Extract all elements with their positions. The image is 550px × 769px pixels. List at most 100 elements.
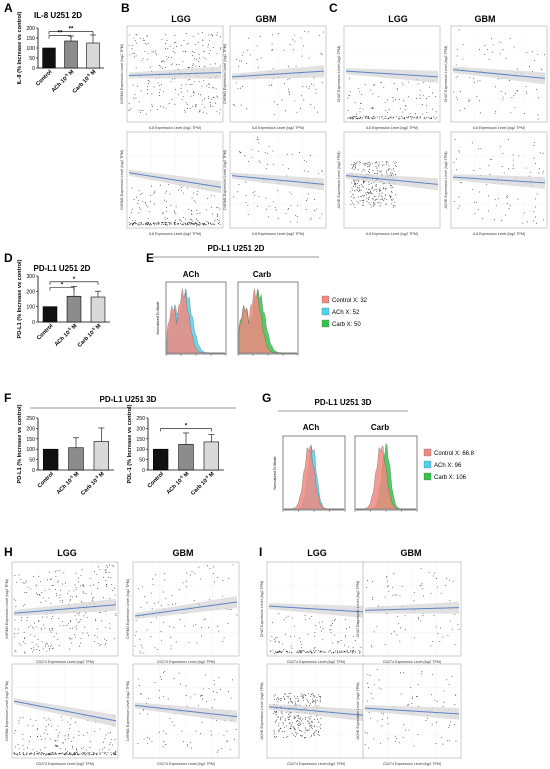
- scatter-point: [300, 695, 302, 697]
- regression-line: [231, 175, 325, 185]
- y-axis-label: PDL-1 (% Increase vs control): [127, 404, 133, 483]
- scatter-point: [104, 569, 106, 571]
- scatter-point: [415, 113, 416, 115]
- y-axis-label: PD-L1 (% Increase vs control): [17, 259, 23, 338]
- scatter-point: [394, 174, 396, 176]
- scatter-plot: IL8 Expression Level (log2 TPM)ACHE Expr…: [337, 131, 441, 236]
- scatter-point: [374, 117, 376, 119]
- scatter-point: [171, 721, 173, 723]
- scatter-point: [209, 102, 211, 103]
- scatter-point: [92, 753, 94, 755]
- scatter-point: [279, 729, 281, 731]
- scatter-point: [492, 44, 494, 46]
- y-tick-label: 100: [136, 447, 145, 453]
- scatter-point: [346, 628, 347, 630]
- scatter-point: [181, 189, 183, 191]
- scatter-point: [195, 623, 197, 625]
- y-axis-label: CHAT Expression Level (log2 TPM): [444, 46, 448, 103]
- scatter-point: [162, 224, 164, 225]
- scatter-point: [59, 570, 61, 572]
- scatter-plot: CD274 Expression Level (log2 TPM)CHAT Ex…: [260, 561, 366, 664]
- scatter-point: [312, 701, 314, 702]
- scatter-point: [150, 222, 151, 224]
- scatter-point: [391, 174, 392, 176]
- bar: [64, 40, 78, 69]
- scatter-point: [406, 116, 407, 118]
- scatter-point: [193, 222, 195, 224]
- scatter-point: [111, 565, 113, 567]
- scatter-point: [111, 754, 112, 755]
- scatter-point: [282, 164, 284, 166]
- scatter-point: [391, 203, 393, 205]
- scatter-point: [114, 754, 116, 756]
- scatter-point: [401, 111, 403, 113]
- scatter-point: [283, 696, 285, 698]
- scatter-point: [511, 96, 513, 98]
- scatter-point: [52, 647, 54, 649]
- scatter-point: [23, 749, 25, 751]
- scatter-point: [64, 752, 66, 754]
- scatter-point: [14, 650, 16, 652]
- scatter-point: [298, 700, 299, 702]
- scatter-point: [105, 584, 107, 585]
- scatter-point: [385, 115, 387, 117]
- scatter-point: [479, 48, 481, 50]
- scatter-point: [45, 729, 47, 731]
- scatter-point: [62, 599, 64, 601]
- scatter-point: [17, 744, 19, 746]
- scatter-point: [291, 723, 293, 725]
- scatter-point: [90, 754, 92, 755]
- scatter-point: [292, 39, 294, 41]
- scatter-point: [108, 564, 110, 566]
- scatter-point: [371, 163, 373, 165]
- scatter-point: [37, 638, 39, 640]
- scatter-point: [382, 713, 384, 715]
- scatter-point: [379, 190, 381, 192]
- scatter-point: [71, 596, 73, 598]
- scatter-point: [366, 163, 368, 165]
- scatter-point: [361, 170, 363, 172]
- scatter-point: [355, 163, 357, 165]
- scatter-point: [383, 200, 385, 202]
- scatter-point: [375, 166, 377, 167]
- scatter-point: [362, 202, 364, 204]
- scatter-point: [139, 651, 141, 652]
- scatter-point: [208, 44, 209, 46]
- scatter-point: [46, 753, 48, 755]
- scatter-point: [146, 44, 148, 46]
- scatter-point: [67, 735, 69, 737]
- scatter-point: [212, 223, 213, 225]
- scatter-point: [187, 67, 189, 68]
- scatter-point: [35, 584, 37, 586]
- scatter-point: [387, 723, 389, 725]
- scatter-point: [164, 216, 166, 218]
- scatter-point: [318, 731, 319, 733]
- scatter-point: [454, 644, 456, 646]
- scatter-point: [247, 204, 249, 206]
- panel-i-gbm-header: GBM: [401, 548, 422, 558]
- scatter-point: [223, 637, 225, 639]
- scatter-point: [208, 627, 210, 629]
- scatter-point: [29, 753, 30, 755]
- legend-label: Carb X: 50: [332, 322, 361, 328]
- scatter-point: [338, 651, 340, 653]
- scatter-point: [68, 753, 70, 755]
- scatter-point: [204, 223, 206, 225]
- scatter-point: [50, 738, 51, 740]
- scatter-point: [51, 644, 53, 646]
- scatter-point: [167, 48, 169, 50]
- scatter-point: [109, 571, 111, 573]
- scatter-point: [373, 738, 375, 740]
- scatter-point: [190, 222, 192, 224]
- scatter-point: [321, 82, 323, 84]
- scatter-point: [15, 746, 16, 748]
- flow-histogram: [237, 281, 299, 356]
- scatter-point: [518, 155, 520, 157]
- scatter-point: [37, 729, 38, 731]
- scatter-point: [232, 679, 233, 681]
- confidence-band: [232, 65, 324, 80]
- scatter-point: [192, 223, 194, 225]
- scatter-point: [96, 752, 98, 754]
- scatter-point: [170, 222, 172, 224]
